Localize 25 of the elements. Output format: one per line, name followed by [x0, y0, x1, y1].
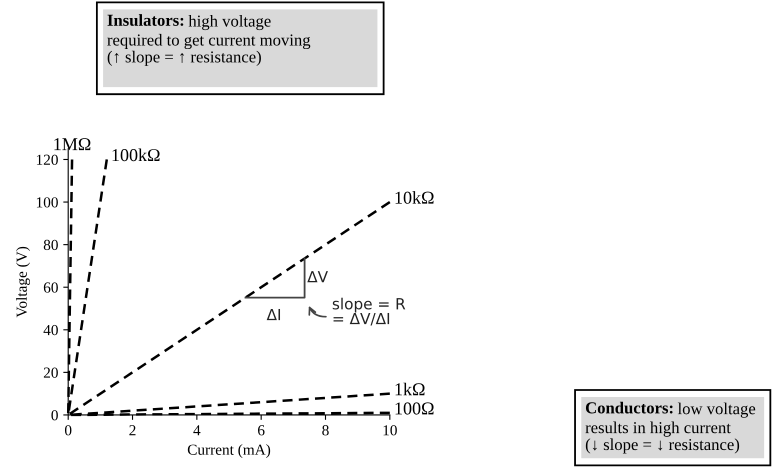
x-tick-label: 2 — [129, 425, 136, 436]
x-axis-title: Current (mA) — [188, 444, 270, 458]
annotation: ΔI — [266, 308, 280, 320]
y-tick-label: 40 — [44, 324, 58, 336]
text: Conductors: low voltage results in high current (↓ slope = ↓ resistance) — [585, 402, 756, 454]
y-tick-label: 0 — [51, 410, 58, 420]
annotation: slope = R = ΔV/ΔI — [332, 298, 406, 326]
series-label: 10kΩ — [396, 191, 434, 204]
y-axis-title: Voltage (V) — [16, 246, 30, 318]
series-label: 1kΩ — [396, 382, 425, 396]
y-tick-label: 60 — [44, 282, 58, 293]
x-tick-label: 8 — [322, 425, 329, 436]
series-label: 1MΩ — [54, 138, 90, 150]
series-label: 100kΩ — [112, 148, 160, 162]
x-tick-label: 6 — [258, 425, 265, 436]
y-tick-label: 100 — [36, 197, 58, 208]
series-label: 100Ω — [396, 402, 434, 415]
text: Insulators: high voltage required to get current moving (↑ slope = ↑ resistance) — [107, 14, 310, 66]
x-tick-label: 10 — [384, 425, 397, 436]
y-tick-label: 120 — [36, 154, 58, 165]
annotation: ΔV — [307, 271, 328, 282]
x-tick-label: 4 — [193, 425, 200, 436]
y-tick-label: 80 — [44, 240, 58, 250]
x-tick-label: 0 — [64, 425, 72, 436]
y-tick-label: 20 — [44, 368, 58, 378]
